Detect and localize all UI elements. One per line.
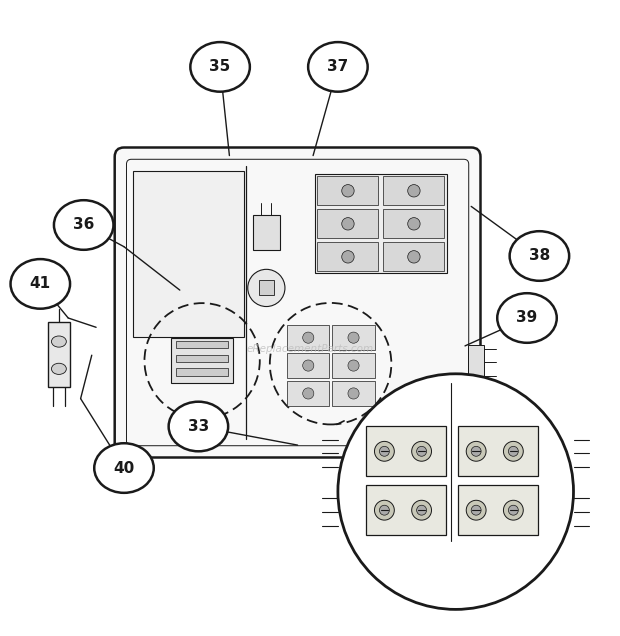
FancyBboxPatch shape <box>115 148 481 457</box>
Circle shape <box>412 501 432 520</box>
Bar <box>366 427 446 476</box>
Text: 37: 37 <box>327 59 348 74</box>
Ellipse shape <box>510 232 569 281</box>
Text: 33: 33 <box>188 419 209 434</box>
Bar <box>458 485 538 535</box>
Circle shape <box>471 446 481 456</box>
Bar <box>458 427 538 476</box>
Text: 35: 35 <box>210 59 231 74</box>
Bar <box>317 176 378 205</box>
Circle shape <box>348 388 359 399</box>
Circle shape <box>342 218 354 230</box>
Bar <box>171 338 233 383</box>
Circle shape <box>466 501 486 520</box>
Circle shape <box>338 374 574 609</box>
Ellipse shape <box>169 402 228 452</box>
Circle shape <box>408 218 420 230</box>
Bar <box>133 171 244 338</box>
Circle shape <box>342 251 354 263</box>
Text: 36: 36 <box>73 218 94 233</box>
Bar <box>176 355 228 362</box>
Circle shape <box>503 501 523 520</box>
Circle shape <box>417 446 427 456</box>
Circle shape <box>248 269 285 307</box>
Circle shape <box>374 501 394 520</box>
Circle shape <box>408 251 420 263</box>
Bar <box>332 353 374 378</box>
Bar <box>383 242 445 272</box>
Circle shape <box>303 388 314 399</box>
Circle shape <box>466 441 486 461</box>
Text: eReplacementParts.com: eReplacementParts.com <box>246 344 374 354</box>
Bar <box>383 176 445 205</box>
Bar <box>315 174 447 273</box>
Text: 39: 39 <box>516 310 538 326</box>
Text: 38: 38 <box>529 249 550 263</box>
Circle shape <box>303 332 314 343</box>
Bar <box>332 325 374 350</box>
Bar <box>317 242 378 272</box>
Bar <box>468 345 484 382</box>
Bar <box>287 353 329 378</box>
Ellipse shape <box>51 336 66 347</box>
Bar <box>48 322 70 387</box>
Circle shape <box>503 441 523 461</box>
Circle shape <box>412 441 432 461</box>
Bar <box>253 215 280 250</box>
Bar <box>383 209 445 238</box>
Circle shape <box>348 360 359 371</box>
Circle shape <box>342 184 354 197</box>
Text: 41: 41 <box>30 277 51 291</box>
Circle shape <box>379 446 389 456</box>
Circle shape <box>408 184 420 197</box>
Bar <box>287 325 329 350</box>
Ellipse shape <box>51 363 66 375</box>
Circle shape <box>508 446 518 456</box>
Bar <box>287 381 329 406</box>
Circle shape <box>379 505 389 515</box>
Circle shape <box>348 332 359 343</box>
Ellipse shape <box>308 42 368 92</box>
Bar <box>366 485 446 535</box>
Ellipse shape <box>11 259 70 308</box>
Bar <box>176 368 228 376</box>
Circle shape <box>508 505 518 515</box>
Bar <box>176 341 228 349</box>
Ellipse shape <box>497 293 557 343</box>
Ellipse shape <box>94 443 154 493</box>
Circle shape <box>374 441 394 461</box>
Ellipse shape <box>54 200 113 250</box>
Circle shape <box>471 505 481 515</box>
Ellipse shape <box>190 42 250 92</box>
Circle shape <box>417 505 427 515</box>
Circle shape <box>303 360 314 371</box>
Bar <box>332 381 374 406</box>
Bar <box>317 209 378 238</box>
Text: 40: 40 <box>113 460 135 476</box>
Bar <box>259 280 274 295</box>
